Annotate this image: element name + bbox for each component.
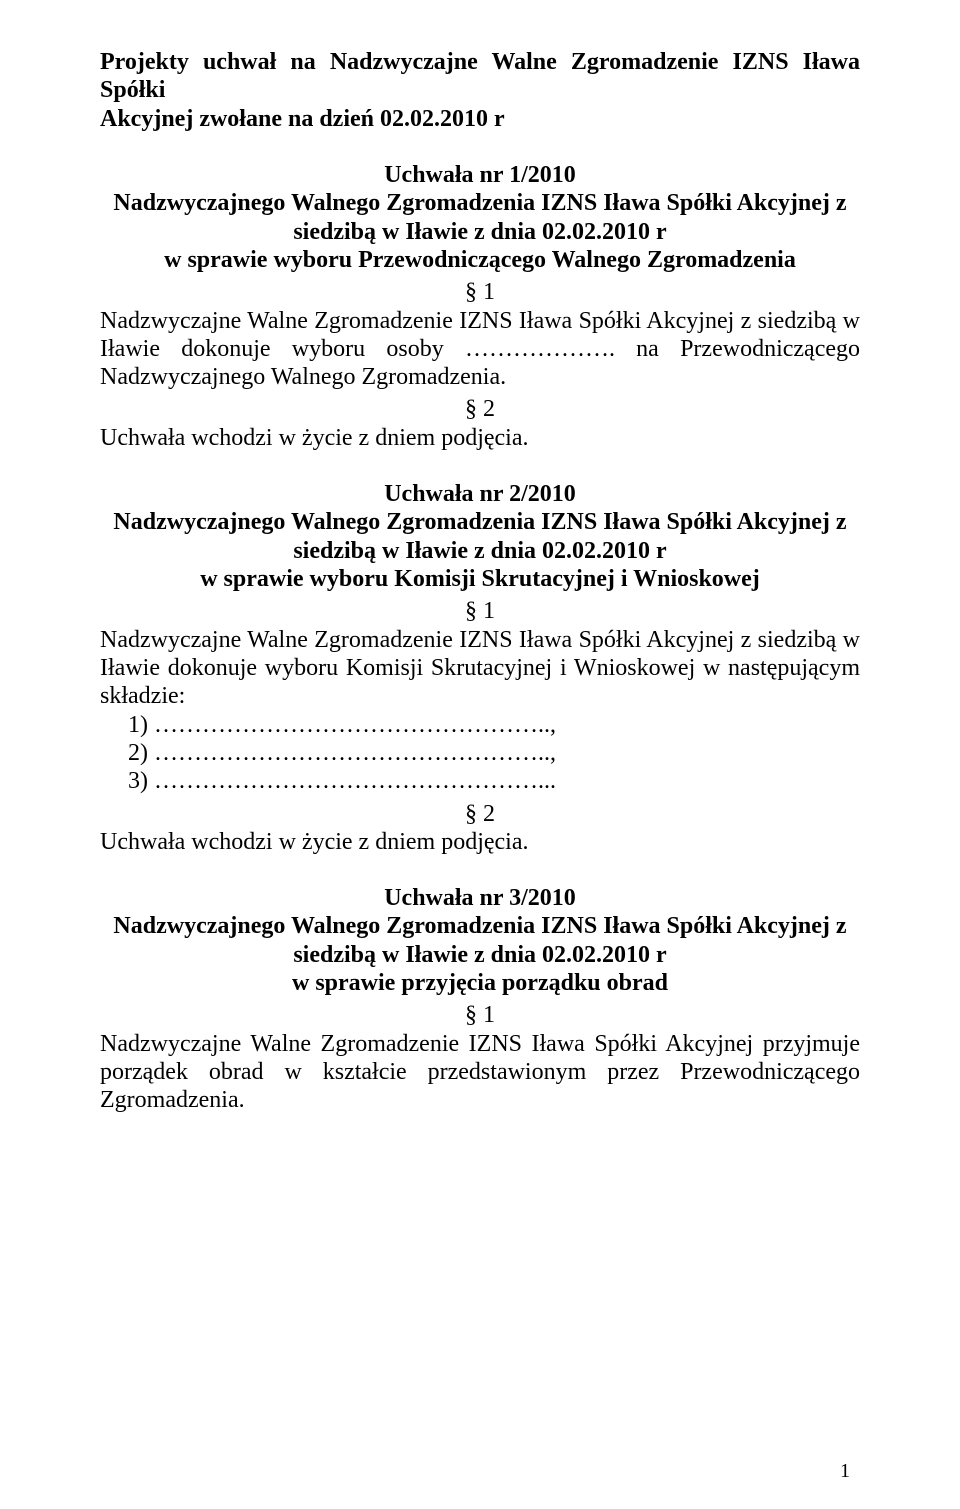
resolution-3-subtitle-3: w sprawie przyjęcia porządku obrad [100, 969, 860, 997]
resolution-3-subtitle-2: siedzibą w Iławie z dnia 02.02.2010 r [100, 941, 860, 969]
resolution-2-title: Uchwała nr 2/2010 [100, 480, 860, 508]
resolution-1-subtitle-2: siedzibą w Iławie z dnia 02.02.2010 r [100, 218, 860, 246]
resolution-3-body: Nadzwyczajne Walne Zgromadzenie IZNS Iła… [100, 1030, 860, 1115]
resolution-2-subtitle-2: siedzibą w Iławie z dnia 02.02.2010 r [100, 537, 860, 565]
resolution-2-subtitle-3: w sprawie wyboru Komisji Skrutacyjnej i … [100, 565, 860, 593]
list-item: 1) ………………………………………….., [128, 711, 860, 739]
resolution-1-section-1: § 1 [100, 278, 860, 306]
resolution-1-subtitle-3: w sprawie wyboru Przewodniczącego Walneg… [100, 246, 860, 274]
resolution-2-body: Nadzwyczajne Walne Zgromadzenie IZNS Iła… [100, 626, 860, 711]
resolution-1-title: Uchwała nr 1/2010 [100, 161, 860, 189]
resolution-1-body: Nadzwyczajne Walne Zgromadzenie IZNS Iła… [100, 307, 860, 392]
resolution-1-subtitle-1: Nadzwyczajnego Walnego Zgromadzenia IZNS… [100, 189, 860, 217]
resolution-1-section-2: § 2 [100, 395, 860, 423]
resolution-2-effect: Uchwała wchodzi w życie z dniem podjęcia… [100, 828, 860, 856]
resolution-3-title: Uchwała nr 3/2010 [100, 884, 860, 912]
list-item: 3) …………………………………………... [128, 767, 860, 795]
document-page: Projekty uchwał na Nadzwyczajne Walne Zg… [0, 0, 960, 1509]
resolution-1-effect: Uchwała wchodzi w życie z dniem podjęcia… [100, 424, 860, 452]
resolution-2-subtitle-1: Nadzwyczajnego Walnego Zgromadzenia IZNS… [100, 508, 860, 536]
resolution-3-section-1: § 1 [100, 1001, 860, 1029]
resolution-3-subtitle-1: Nadzwyczajnego Walnego Zgromadzenia IZNS… [100, 912, 860, 940]
header-line-2: Akcyjnej zwołane na dzień 02.02.2010 r [100, 105, 860, 133]
header-line-1: Projekty uchwał na Nadzwyczajne Walne Zg… [100, 48, 860, 105]
list-item: 2) ………………………………………….., [128, 739, 860, 767]
page-number: 1 [840, 1460, 850, 1483]
resolution-2-section-1: § 1 [100, 597, 860, 625]
resolution-2-section-2: § 2 [100, 800, 860, 828]
resolution-2-list: 1) ………………………………………….., 2) ……………………………………… [100, 711, 860, 796]
